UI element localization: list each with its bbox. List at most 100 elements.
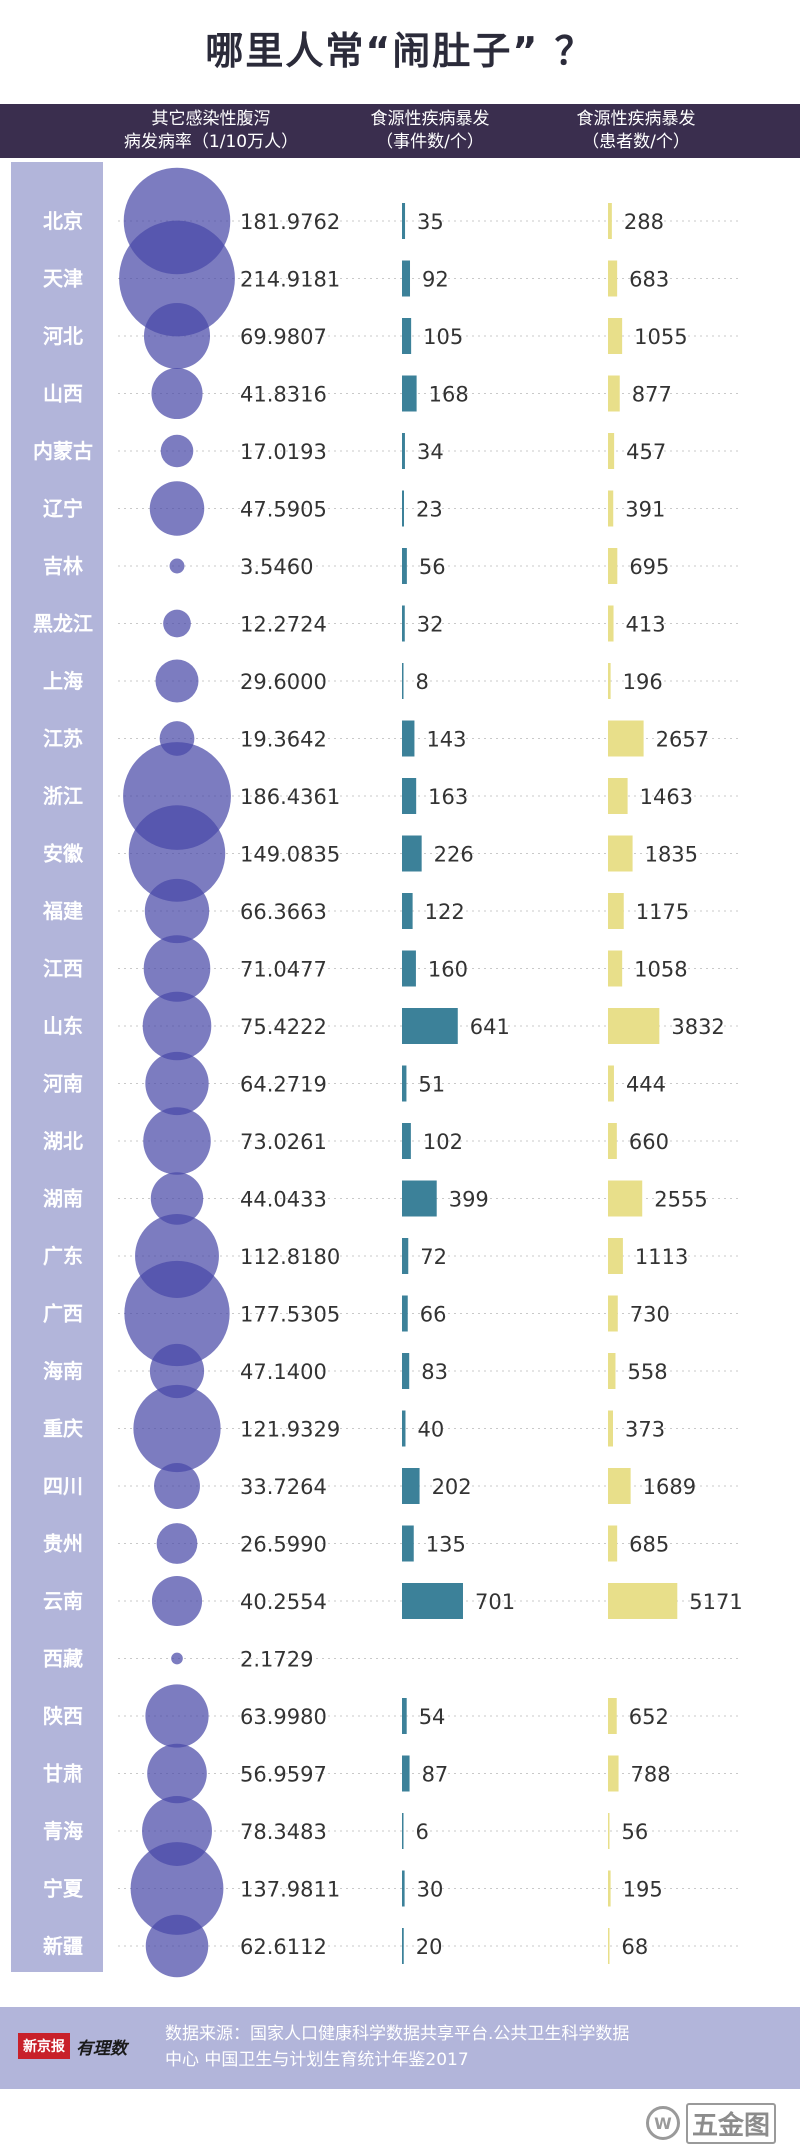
province-label: 广东 xyxy=(43,1244,83,1268)
rate-bubble xyxy=(143,1107,211,1175)
province-label: 四川 xyxy=(43,1474,83,1498)
patient-value-label: 2657 xyxy=(656,728,709,752)
event-bar xyxy=(402,1180,437,1217)
data-source: 数据来源：国家人口健康科学数据共享平台.公共卫生科学数据 中心 中国卫生与计划生… xyxy=(165,2021,765,2073)
event-bar xyxy=(402,1410,406,1447)
event-value-label: 6 xyxy=(416,1820,429,1844)
rate-value-label: 56.9597 xyxy=(240,1763,327,1787)
rate-value-label: 29.6000 xyxy=(240,670,327,694)
patient-value-label: 68 xyxy=(622,1935,649,1959)
rate-value-label: 47.1400 xyxy=(240,1360,327,1384)
province-label: 辽宁 xyxy=(43,497,83,521)
rate-value-label: 41.8316 xyxy=(240,383,327,407)
event-value-label: 56 xyxy=(419,555,446,579)
patient-bar xyxy=(608,1008,660,1044)
rate-value-label: 33.7264 xyxy=(240,1475,327,1499)
rate-bubble xyxy=(156,1523,198,1564)
patient-value-label: 1835 xyxy=(645,843,698,867)
rate-value-label: 2.1729 xyxy=(240,1648,313,1672)
province-label: 云南 xyxy=(43,1589,83,1613)
patient-value-label: 788 xyxy=(631,1763,671,1787)
event-bar xyxy=(402,1928,404,1964)
event-value-label: 72 xyxy=(420,1245,447,1269)
patient-bar xyxy=(608,720,644,757)
patient-bar xyxy=(608,1525,618,1562)
event-bar xyxy=(402,720,415,757)
patient-bar xyxy=(608,1353,616,1389)
event-value-label: 30 xyxy=(417,1878,444,1902)
province-label: 吉林 xyxy=(43,554,83,578)
rate-value-label: 40.2554 xyxy=(240,1590,327,1614)
event-value-label: 160 xyxy=(428,958,468,982)
rate-value-label: 66.3663 xyxy=(240,900,327,924)
patient-value-label: 2555 xyxy=(654,1188,707,1212)
event-bar xyxy=(402,260,411,297)
rate-bubble xyxy=(143,935,211,1002)
province-label: 贵州 xyxy=(43,1532,83,1556)
event-value-label: 92 xyxy=(422,268,449,292)
rate-bubble xyxy=(163,609,191,638)
province-label: 山西 xyxy=(43,382,83,406)
event-value-label: 20 xyxy=(416,1935,443,1959)
rate-bubble xyxy=(119,220,235,337)
patient-value-label: 5171 xyxy=(689,1590,742,1614)
event-bar xyxy=(402,1008,458,1044)
rate-bubble xyxy=(149,481,205,536)
event-bar xyxy=(402,433,405,469)
event-value-label: 399 xyxy=(449,1188,489,1212)
rate-bubble xyxy=(149,1343,205,1399)
patient-value-label: 1689 xyxy=(643,1475,696,1499)
province-label: 西藏 xyxy=(43,1647,83,1671)
rate-bubble xyxy=(171,1652,183,1665)
patient-bar xyxy=(608,1123,617,1159)
patient-value-label: 413 xyxy=(626,613,666,637)
patient-value-label: 1055 xyxy=(634,325,687,349)
event-bar xyxy=(402,1295,408,1332)
province-label: 江苏 xyxy=(43,727,83,751)
footer: 新京报 有理数 数据来源：国家人口健康科学数据共享平台.公共卫生科学数据 中心 … xyxy=(0,2007,800,2089)
province-label: 浙江 xyxy=(43,784,83,808)
rate-bubble xyxy=(143,302,211,370)
rate-value-label: 75.4222 xyxy=(240,1015,327,1039)
rate-value-label: 177.5305 xyxy=(240,1303,340,1327)
patient-value-label: 56 xyxy=(622,1820,649,1844)
event-value-label: 701 xyxy=(475,1590,515,1614)
patient-value-label: 196 xyxy=(623,670,663,694)
rate-value-label: 71.0477 xyxy=(240,958,327,982)
rate-value-label: 214.9181 xyxy=(240,268,340,292)
patient-value-label: 1113 xyxy=(635,1245,688,1269)
rate-bubble xyxy=(144,878,210,944)
patient-bar xyxy=(608,260,618,297)
patient-bar xyxy=(608,950,623,987)
patient-bar xyxy=(608,663,611,699)
province-label: 湖北 xyxy=(43,1129,83,1153)
patient-value-label: 195 xyxy=(623,1878,663,1902)
province-label: 湖南 xyxy=(43,1187,83,1211)
event-value-label: 35 xyxy=(417,210,444,234)
rate-bubble xyxy=(130,1842,224,1935)
event-value-label: 66 xyxy=(420,1303,447,1327)
event-value-label: 641 xyxy=(470,1015,510,1039)
patient-bar xyxy=(608,1065,614,1102)
province-label: 海南 xyxy=(43,1359,83,1383)
event-bar xyxy=(402,950,416,987)
rate-bubble xyxy=(145,1914,209,1978)
event-bar xyxy=(402,1583,463,1619)
patient-bar xyxy=(608,433,615,469)
rate-bubble xyxy=(154,1463,200,1509)
publisher-logo: 新京报 有理数 xyxy=(18,2033,127,2059)
event-value-label: 102 xyxy=(423,1130,463,1154)
rate-value-label: 73.0261 xyxy=(240,1130,327,1154)
rate-bubble xyxy=(128,805,226,902)
rate-bubble xyxy=(160,434,194,468)
rate-value-label: 186.4361 xyxy=(240,785,340,809)
event-bar xyxy=(402,1468,420,1504)
event-bar xyxy=(402,1870,405,1907)
event-bar xyxy=(402,1698,407,1734)
patient-bar xyxy=(608,1410,613,1447)
province-label: 山东 xyxy=(43,1014,83,1038)
patient-value-label: 695 xyxy=(629,555,669,579)
logo-text: 有理数 xyxy=(76,2038,127,2059)
event-value-label: 105 xyxy=(423,325,463,349)
